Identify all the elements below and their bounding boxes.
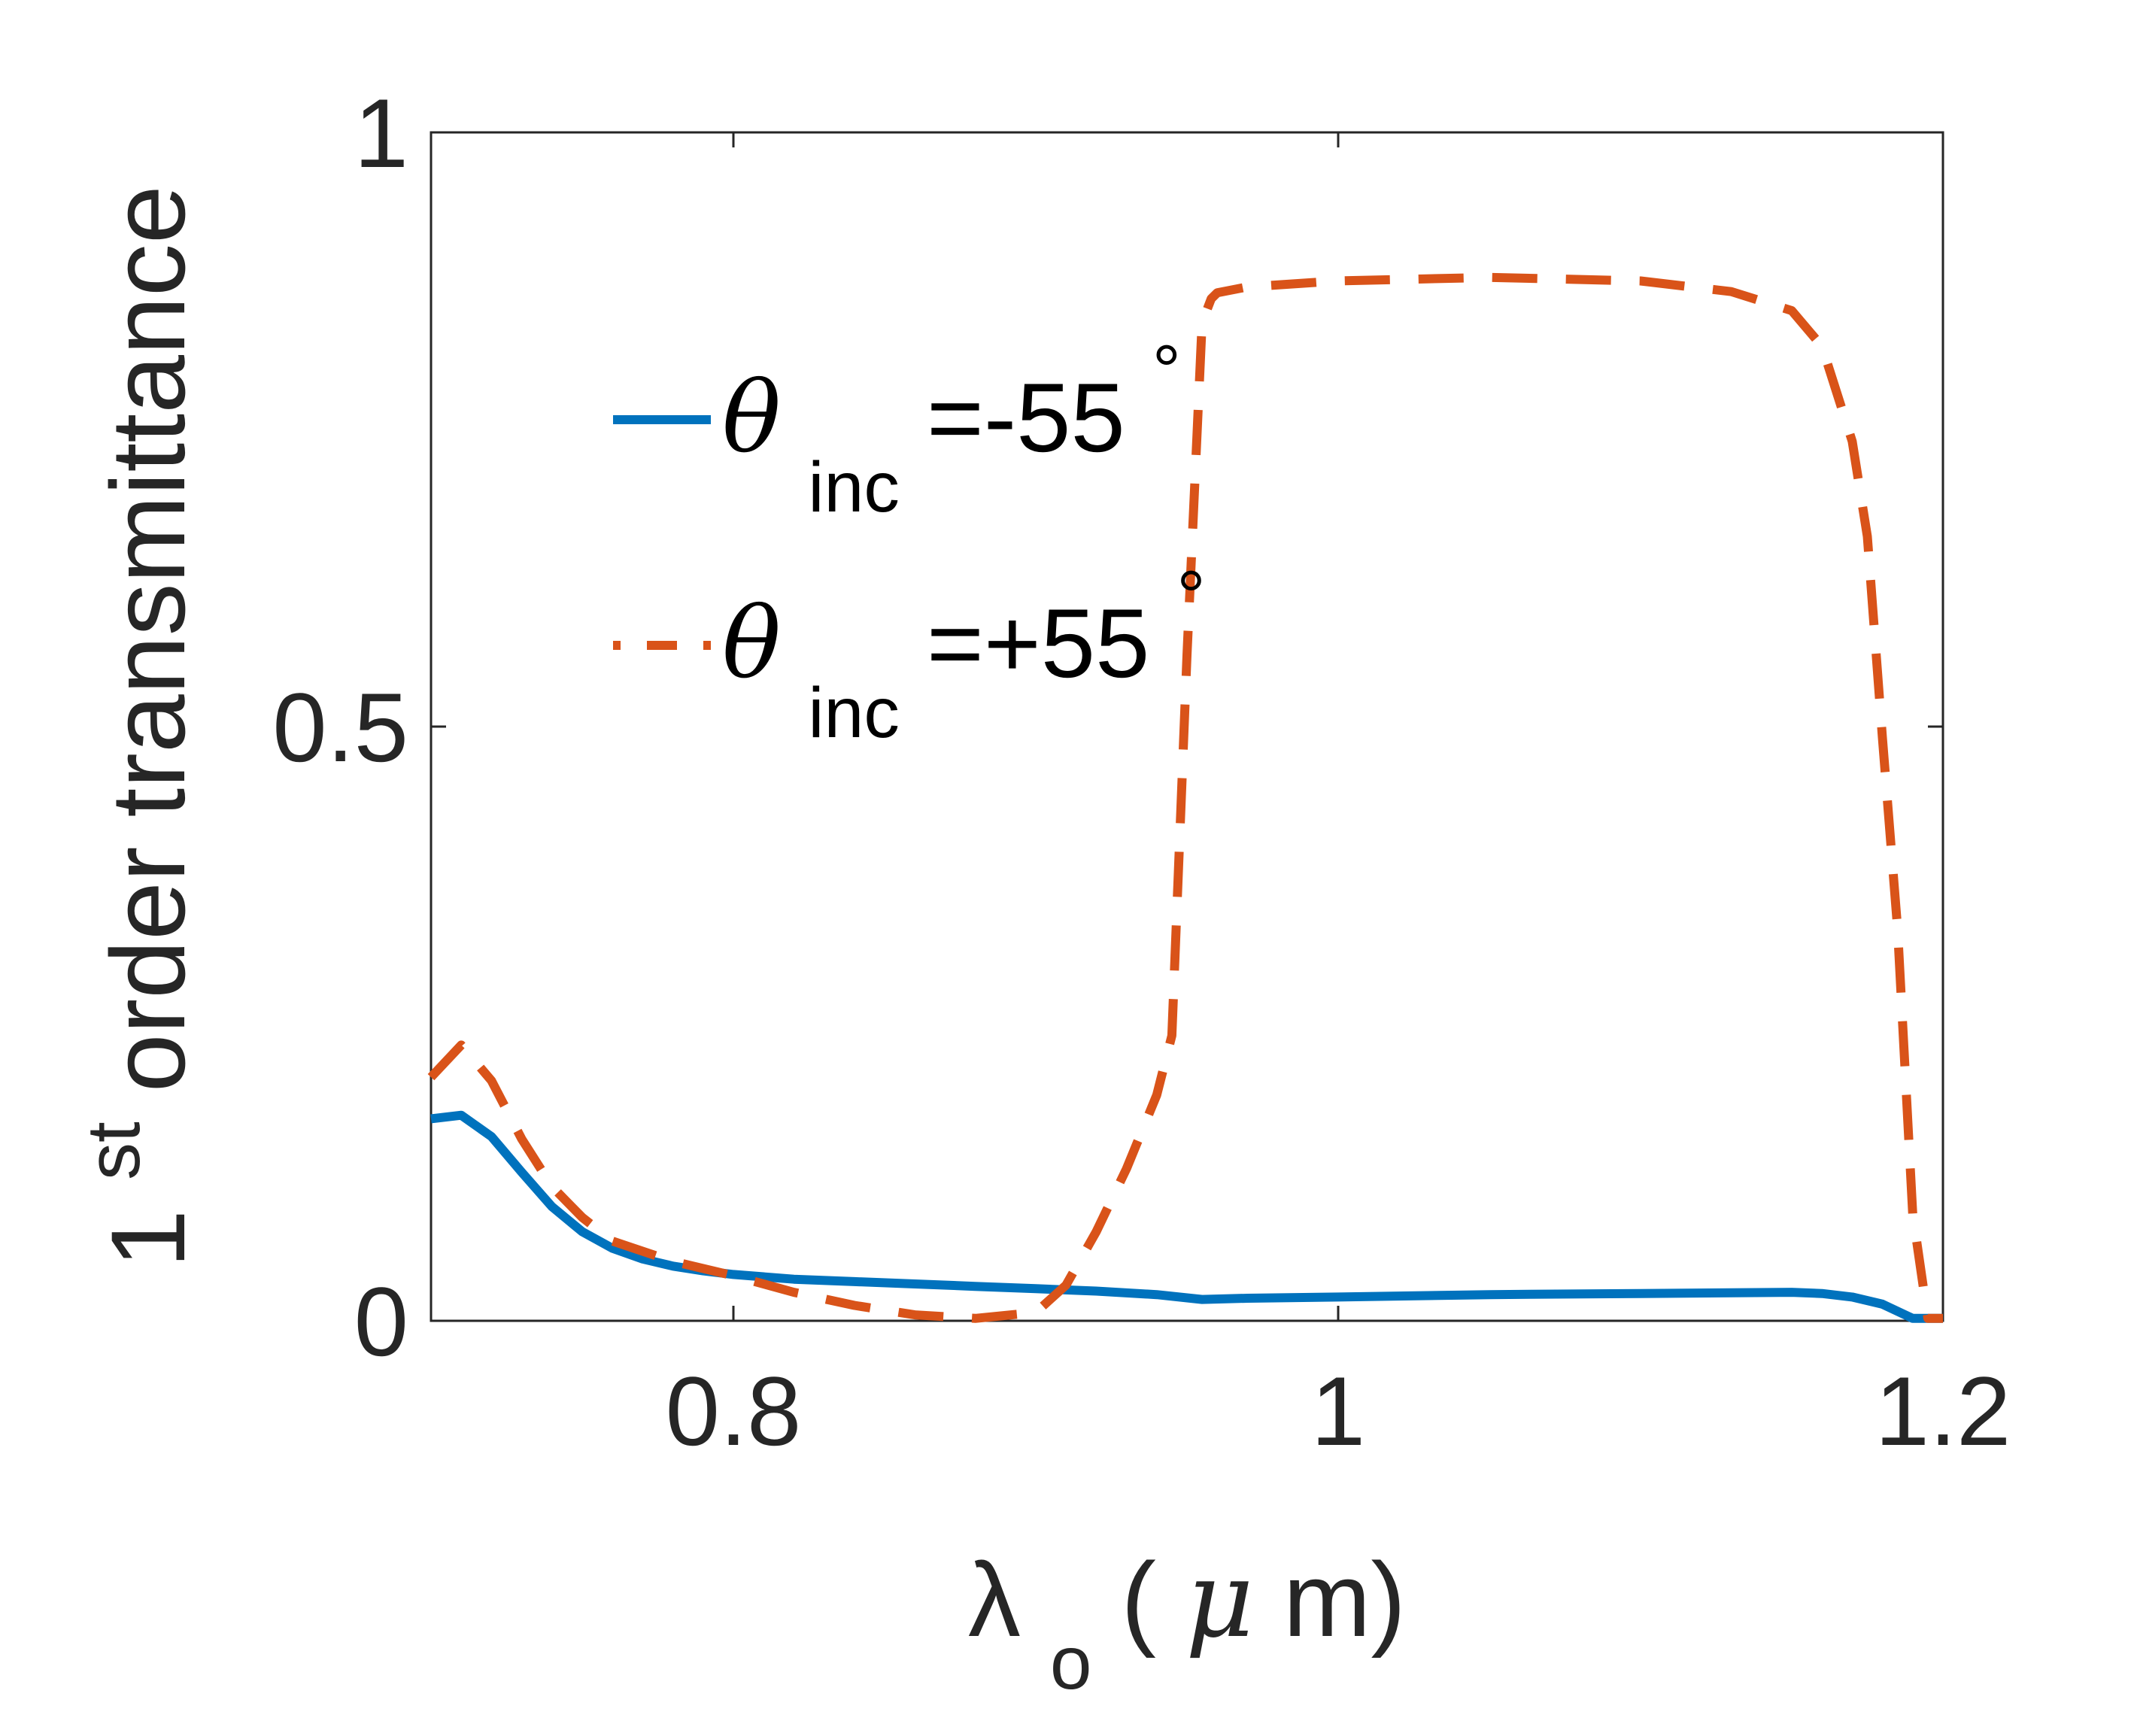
legend-theta-series-1: θ — [722, 360, 781, 475]
legend: θ inc =-55 ° θ inc =+55 ° — [613, 331, 1206, 758]
legend-value-series-1: =-55 — [927, 363, 1125, 472]
legend-theta-series-2: θ — [722, 586, 781, 700]
series-line-1 — [430, 1110, 1943, 1323]
axis-ticks — [431, 131, 1944, 1322]
y-tick-label: 0.5 — [272, 672, 408, 782]
x-axis-label-unit: m) — [1283, 1540, 1406, 1659]
x-axis-label-symbol: λ — [968, 1540, 1021, 1659]
series-layer — [427, 272, 1943, 1323]
legend-sub-series-1: inc — [808, 448, 899, 527]
legend-sub-series-2: inc — [808, 673, 899, 753]
legend-degree-series-2: ° — [1177, 557, 1206, 636]
y-tick-label: 1 — [354, 78, 408, 188]
y-axis-label: 1 st order transmittance — [44, 185, 207, 1268]
x-axis-label-open: ( — [1121, 1540, 1156, 1659]
x-tick-label: 1 — [1311, 1356, 1365, 1466]
legend-value-series-2: =+55 — [927, 588, 1149, 698]
y-tick-label: 0 — [354, 1267, 408, 1376]
legend-entry-series-1: θ inc =-55 ° — [722, 331, 1181, 533]
legend-entry-series-2: θ inc =+55 ° — [722, 557, 1206, 758]
y-axis-label-rest: order transmittance — [89, 185, 207, 1092]
x-axis-label-mu: μ — [1185, 1539, 1254, 1662]
x-axis-label-sub: o — [1050, 1621, 1092, 1705]
x-axis-label: λ o ( μ m) — [968, 1539, 1406, 1711]
x-tick-label: 0.8 — [666, 1356, 802, 1466]
axis-tick-labels: 0.8 1 1.2 0 0.5 1 — [272, 78, 2011, 1466]
legend-degree-series-1: ° — [1152, 331, 1181, 411]
y-axis-label-sup: st — [71, 1121, 156, 1180]
series-line-2 — [427, 272, 1943, 1323]
y-axis-label-main: 1 — [89, 1209, 207, 1268]
x-tick-label: 1.2 — [1875, 1356, 2011, 1466]
